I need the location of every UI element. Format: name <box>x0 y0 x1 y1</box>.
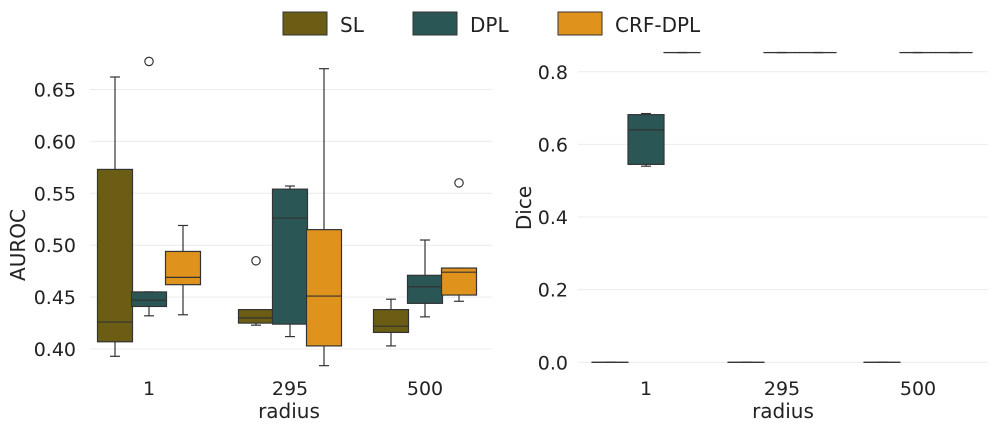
box-body <box>372 308 410 334</box>
outlier-point <box>454 178 464 188</box>
box-sl-1 <box>96 76 134 357</box>
box-sl-500 <box>372 298 410 347</box>
box-body <box>305 229 343 347</box>
box-body <box>164 250 202 286</box>
legend: SL DPL CRF-DPL <box>282 11 701 37</box>
y-tick-label: 0.50 <box>34 235 76 257</box>
x-tick-label: 295 <box>272 378 308 400</box>
x-tick-label: 500 <box>900 378 936 400</box>
y-tick-label: 0.8 <box>538 62 568 84</box>
dice-panel: 0.0 0.2 0.4 0.6 0.8 1 295 500 Dice radius <box>512 51 988 423</box>
y-axis-label-auroc: AUROC <box>6 209 30 281</box>
y-tick-label: 0.45 <box>34 287 76 309</box>
box-body <box>627 114 665 165</box>
auroc-panel: 0.40 0.45 0.50 0.55 0.60 0.65 1 295 500 AUROC ra… <box>6 56 492 423</box>
box-body <box>237 308 275 324</box>
box-crf-dpl-1 <box>164 224 202 316</box>
box-dpl-295 <box>271 185 309 338</box>
y-tick-label: 0.4 <box>538 207 568 229</box>
box-dpl-1 <box>130 56 168 317</box>
box-body <box>130 291 168 308</box>
y-tick-label: 0.2 <box>538 280 568 302</box>
y-tick-label: 0.0 <box>538 352 568 374</box>
box-crf-dpl-295 <box>305 68 343 367</box>
legend-swatch-sl <box>282 11 328 36</box>
legend-label-crf-dpl: CRF-DPL <box>615 13 701 37</box>
box-dpl-500 <box>406 239 444 318</box>
box-body <box>271 188 309 325</box>
outlier-point <box>144 56 154 67</box>
box-dpl-1 <box>627 112 665 167</box>
legend-label-sl: SL <box>340 13 365 37</box>
x-tick-label: 1 <box>143 378 155 400</box>
y-tick-label: 0.60 <box>34 131 76 153</box>
outlier-point <box>251 255 261 266</box>
box-crf-dpl-500 <box>440 178 478 302</box>
legend-swatch-dpl <box>412 11 458 36</box>
x-tick-label: 500 <box>407 378 443 400</box>
y-tick-label: 0.65 <box>34 79 76 101</box>
y-tick-label: 0.6 <box>538 134 568 156</box>
legend-label-dpl: DPL <box>470 13 509 37</box>
x-axis-label-dice: radius <box>752 399 814 423</box>
x-tick-label: 295 <box>764 378 800 400</box>
box-sl-295 <box>237 255 275 326</box>
x-tick-label: 1 <box>640 378 652 400</box>
box-body <box>406 274 444 304</box>
y-tick-label: 0.40 <box>34 339 76 361</box>
y-tick-label: 0.55 <box>34 183 76 205</box>
x-axis-label-auroc: radius <box>258 399 320 423</box>
y-axis-label-dice: Dice <box>512 186 536 230</box>
legend-swatch-crf-dpl <box>557 11 603 36</box>
box-body <box>96 168 134 343</box>
